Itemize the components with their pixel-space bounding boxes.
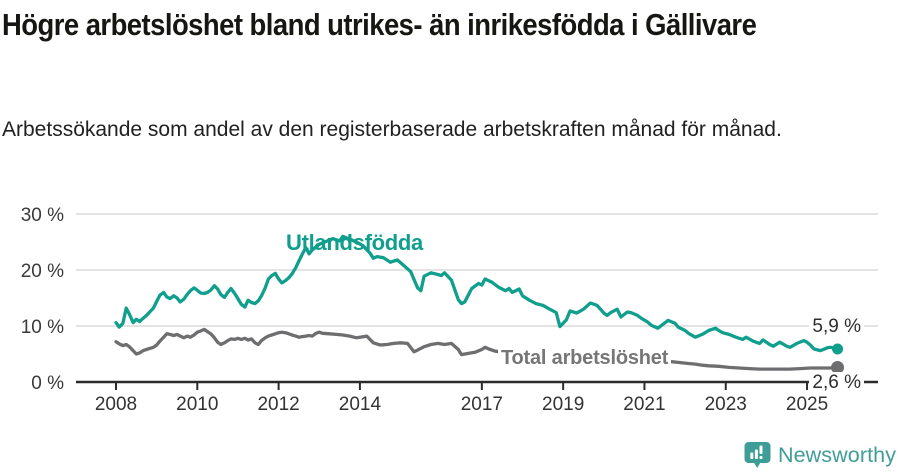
svg-text:2019: 2019 <box>542 394 584 415</box>
svg-text:2014: 2014 <box>339 394 382 415</box>
svg-text:0 %: 0 % <box>31 373 64 394</box>
svg-text:2008: 2008 <box>95 394 137 415</box>
svg-text:2010: 2010 <box>176 394 218 415</box>
logo-exclamation-dot <box>759 456 763 459</box>
logo-bar-2 <box>754 449 758 459</box>
page-title: Högre arbetslöshet bland utrikes- än inr… <box>2 7 757 42</box>
svg-text:2025: 2025 <box>786 394 828 415</box>
svg-text:2023: 2023 <box>705 394 747 415</box>
series-label-total-arbetsloshet: Total arbetslöshet <box>498 347 672 370</box>
svg-text:20 %: 20 % <box>21 261 64 282</box>
brand-wordmark: Newsworthy <box>778 442 897 467</box>
svg-text:10 %: 10 % <box>21 317 64 338</box>
svg-text:2012: 2012 <box>257 394 299 415</box>
svg-text:2021: 2021 <box>623 394 665 415</box>
logo-bar-1 <box>750 452 754 459</box>
newsworthy-logo: Newsworthy <box>744 441 896 469</box>
end-value-label-total: 2,6 % <box>809 372 864 394</box>
series-label-utlandsfodda: Utlandsfödda <box>286 230 423 255</box>
svg-text:30 %: 30 % <box>21 205 64 226</box>
page-subtitle: Arbetssökande som andel av den registerb… <box>2 118 782 141</box>
newsworthy-logo-icon <box>744 442 771 468</box>
end-value-label-utlandsfodda: 5,9 % <box>809 316 864 338</box>
logo-exclamation-bar <box>759 445 763 454</box>
svg-text:2017: 2017 <box>461 394 503 415</box>
